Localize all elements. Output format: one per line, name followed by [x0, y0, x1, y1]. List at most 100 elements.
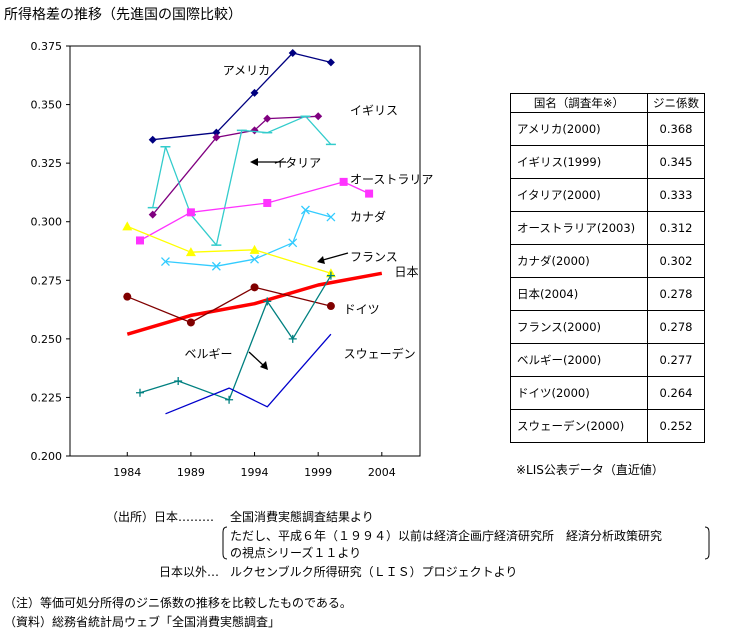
data-point [288, 334, 297, 343]
series-line [127, 225, 332, 274]
table-row: ベルギー(2000) 0.277 [510, 343, 705, 377]
y-tick-label: 0.300 [31, 216, 63, 229]
y-tick-label: 0.350 [31, 99, 63, 112]
arrow-italy-head [250, 158, 258, 166]
series-7 [123, 283, 335, 327]
table-row: フランス(2000) 0.278 [510, 310, 705, 344]
source-label: （出所）日本……… [106, 510, 215, 524]
data-point [122, 221, 133, 231]
series-line [139, 275, 332, 401]
page-title: 所得格差の推移（先進国の国際比較） [4, 7, 242, 23]
data-point [123, 292, 132, 301]
series-6 [126, 271, 383, 336]
data-point [263, 297, 272, 306]
data-point [249, 244, 260, 254]
table-row: イタリア(2000) 0.333 [510, 178, 705, 212]
table-footnote: ※LIS公表データ（直近値） [516, 463, 664, 477]
data-point [185, 247, 196, 257]
y-tick-label: 0.325 [31, 157, 63, 170]
arrow-france [322, 252, 349, 261]
data-point [300, 205, 310, 215]
country-cell: カナダ(2000) [510, 244, 648, 278]
series-label: アメリカ [223, 64, 270, 78]
table-row: スウェーデン(2000) 0.252 [510, 409, 705, 443]
series-label: カナダ [350, 209, 386, 224]
table-row: アメリカ(2000) 0.368 [510, 112, 705, 146]
country-cell: スウェーデン(2000) [510, 409, 648, 443]
data-point [326, 58, 335, 67]
table-row: イギリス(1999) 0.345 [510, 145, 705, 179]
country-cell: ベルギー(2000) [510, 343, 648, 377]
series-line [165, 333, 332, 415]
gini-line-chart: 0.200 0.225 0.250 0.275 0.300 0.325 0.350 0.375… [31, 40, 434, 479]
series-line [126, 271, 383, 336]
data-point [326, 212, 336, 222]
x-tick-label: 1989 [177, 466, 205, 479]
country-cell: 日本(2004) [510, 277, 648, 311]
data-point [250, 254, 260, 264]
left-bracket [222, 526, 228, 560]
data-point [148, 135, 157, 144]
y-tick-label: 0.200 [31, 450, 63, 463]
series-9 [165, 333, 332, 415]
table-row: カナダ(2000) 0.302 [510, 244, 705, 278]
arrow-belgium [248, 351, 264, 366]
gini-cell: 0.278 [647, 310, 705, 344]
source-japan: 全国消費実態調査結果より [230, 510, 374, 524]
caveat-line-2: の視点シリーズ１１より [230, 546, 362, 560]
data-point [136, 388, 144, 397]
data-point [136, 236, 144, 245]
gini-cell: 0.345 [647, 145, 705, 179]
data-point [186, 318, 195, 327]
y-tick-label: 0.250 [31, 333, 63, 346]
arrow-france-head [317, 256, 325, 264]
data-point [174, 377, 183, 386]
series-line [139, 181, 370, 242]
gini-cell: 0.312 [647, 211, 705, 245]
data-point [326, 271, 335, 280]
series-line [152, 115, 332, 246]
gini-cell: 0.264 [647, 376, 705, 410]
series-label: ドイツ [344, 303, 380, 317]
gini-cell: 0.277 [647, 343, 705, 377]
y-tick-label: 0.225 [31, 391, 63, 404]
table-row: ドイツ(2000) 0.264 [510, 376, 705, 410]
x-tick-label: 2004 [368, 466, 396, 479]
table-row: 日本(2004) 0.278 [510, 277, 705, 311]
data-point [148, 210, 157, 219]
other-label: 日本以外… [159, 565, 220, 579]
note: （注）等価可処分所得のジニ係数の推移を比較したものである。 [4, 596, 352, 610]
series-label: オーストラリア [350, 173, 433, 187]
series-2 [147, 115, 336, 246]
country-cell: オーストラリア(2003) [510, 211, 648, 245]
right-bracket [704, 526, 710, 560]
series-label: ベルギー [185, 347, 233, 361]
data-point [339, 177, 348, 186]
caveat-line-1: ただし、平成６年（１９９４）以前は経済企画庁経済研究所 経済分析政策研究 [230, 529, 663, 543]
data-point [225, 395, 234, 404]
data-point [212, 128, 221, 137]
series-8 [136, 271, 335, 404]
gini-cell: 0.252 [647, 409, 705, 443]
series-5 [122, 221, 336, 278]
series-0 [148, 49, 335, 144]
x-tick-label: 1999 [304, 466, 332, 479]
arrow-belgium-head [260, 361, 268, 370]
country-cell: ドイツ(2000) [510, 376, 648, 410]
y-tick-label: 0.375 [31, 40, 63, 53]
country-cell: フランス(2000) [510, 310, 648, 344]
data-point [288, 49, 297, 58]
data-point [288, 238, 298, 248]
data-point [365, 189, 374, 198]
series-4 [160, 205, 336, 271]
x-tick-label: 1994 [241, 466, 269, 479]
data-point [263, 114, 272, 123]
series-label: スウェーデン [344, 346, 416, 361]
gini-cell: 0.302 [647, 244, 705, 278]
data-point [263, 198, 272, 207]
series-label: イギリス [350, 103, 398, 117]
series-label: 日本 [395, 265, 419, 279]
other-source: ルクセンブルク所得研究（ＬＩＳ）プロジェクトより [230, 565, 518, 579]
annotation-arrows [248, 158, 349, 370]
x-tick-label: 1984 [113, 466, 141, 479]
